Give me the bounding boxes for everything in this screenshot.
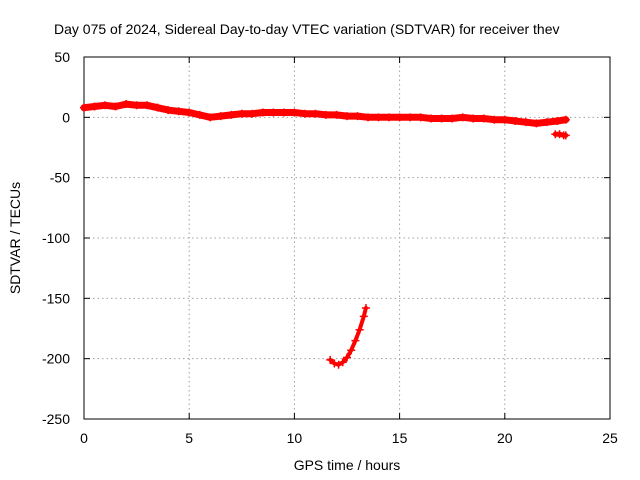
data-point [311,109,320,118]
data-point [374,113,383,122]
x-tick-label: 5 [185,430,193,446]
data-point [195,110,204,119]
data-point [343,353,351,362]
data-point [511,116,520,125]
y-tick-label: 0 [62,109,70,125]
data-point [185,108,194,117]
data-point [227,110,236,119]
data-point [206,113,215,122]
data-point [561,115,570,124]
data-point [500,115,509,124]
data-point [561,131,570,140]
data-point [437,114,446,123]
y-tick-label: -200 [42,351,70,367]
tick-marks [83,56,611,420]
data-point [353,112,362,121]
x-axis-label: GPS time / hours [294,457,401,473]
y-tick-label: -50 [50,170,70,186]
data-point [300,109,309,118]
data-point [143,101,152,110]
data-point [448,114,457,123]
data-point [132,101,141,110]
y-tick-labels: -250 -200 -150 -100 -50 0 50 [42,49,70,427]
data-point [361,303,370,312]
data-point [321,110,330,119]
data-point [258,108,267,117]
data-point [406,113,415,122]
data-point [542,118,551,127]
data-point [269,108,278,117]
data-point [216,112,225,121]
grid-lines [84,57,610,419]
data-point [330,359,339,368]
data-point [521,118,530,127]
x-tick-label: 25 [602,430,618,446]
data-point [490,115,499,124]
data-point [416,113,425,122]
x-tick-labels: 0 5 10 15 20 25 [80,430,618,446]
data-point [553,116,562,125]
x-tick-label: 0 [80,430,88,446]
data-point [332,110,341,119]
y-tick-label: -150 [42,290,70,306]
data-point [80,103,88,112]
y-tick-label: -100 [42,230,70,246]
data-point [364,113,373,122]
y-tick-label: 50 [54,49,70,65]
data-point [290,108,299,117]
data-point [427,114,436,123]
data-point [326,355,335,364]
data-point [101,101,110,110]
data-point [338,358,347,367]
data-point [334,360,343,369]
data-point [174,107,183,116]
data-point [122,100,131,109]
y-axis-label: SDTVAR / TECUs [7,182,23,294]
data-point [343,112,351,121]
x-tick-label: 20 [497,430,513,446]
data-point [279,108,288,117]
series-layer [80,100,570,369]
data-point [555,130,564,139]
chart-title: Day 075 of 2024, Sidereal Day-to-day VTE… [54,21,560,37]
data-point [359,312,368,321]
data-point [355,325,364,334]
data-point [153,103,162,112]
data-point [248,109,257,118]
y-tick-label: -250 [42,411,70,427]
data-point [395,113,404,122]
data-point [164,106,173,115]
data-point [385,113,394,122]
data-point [111,102,120,111]
data-point [237,109,246,118]
data-point [90,102,99,111]
x-tick-label: 10 [287,430,303,446]
data-point [469,114,478,123]
x-tick-label: 15 [392,430,408,446]
data-point [532,119,541,128]
data-point [479,114,488,123]
data-point [458,113,467,122]
data-point [351,336,360,345]
data-point [347,346,356,355]
